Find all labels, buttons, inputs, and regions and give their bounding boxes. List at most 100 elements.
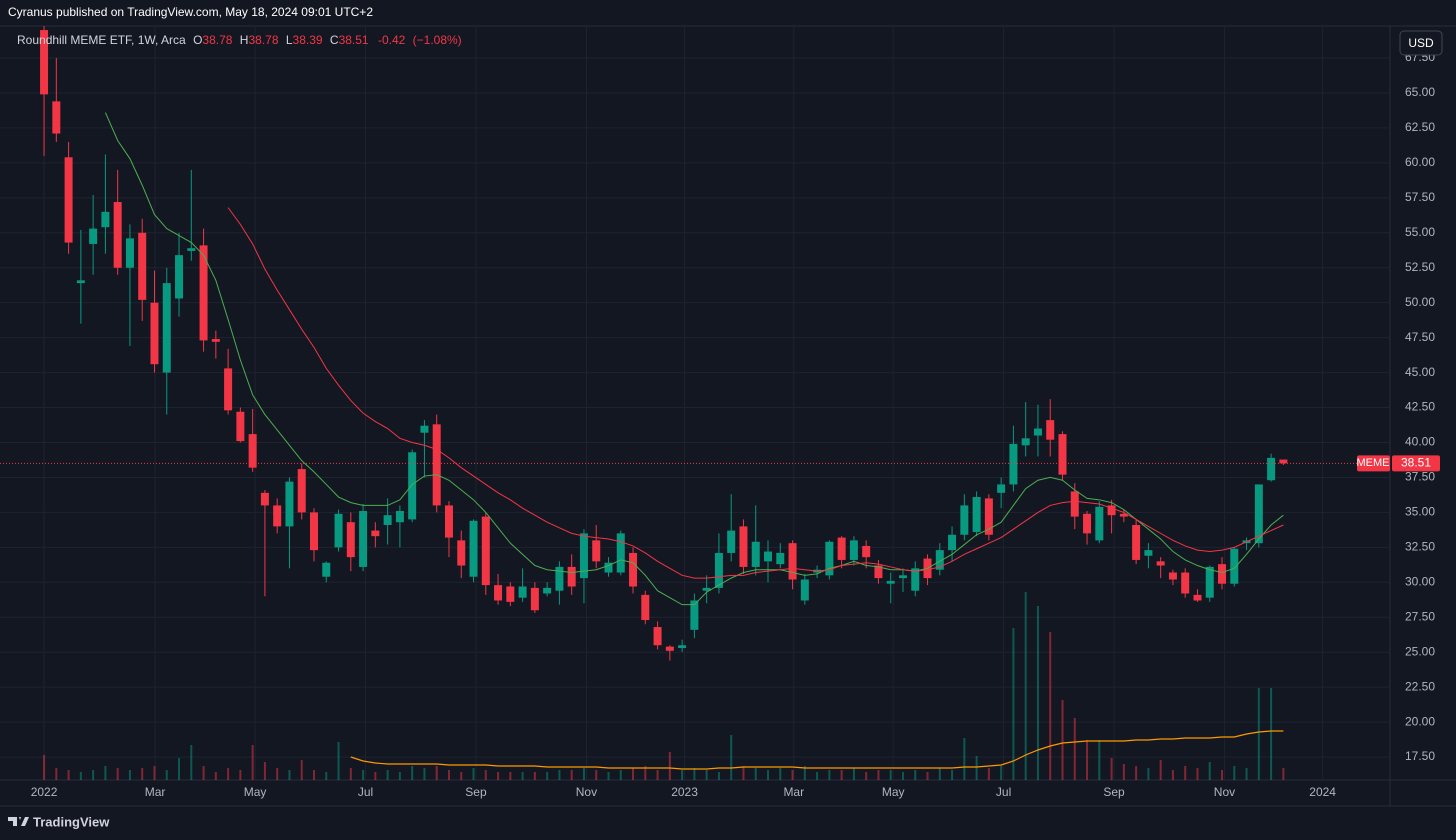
x-tick-label: Mar (783, 785, 804, 799)
volume-bar (55, 768, 58, 780)
volume-bar (153, 766, 156, 780)
candle-body (248, 434, 257, 468)
legend-letter: C (330, 33, 339, 47)
candle-body (665, 646, 674, 651)
candle-body (346, 522, 355, 558)
currency-button-label[interactable]: USD (1408, 36, 1434, 50)
volume-bar (386, 770, 389, 780)
candle-body (273, 505, 282, 527)
y-tick-label: 25.00 (1405, 644, 1435, 658)
candle-body (849, 540, 858, 560)
candle-body (1009, 443, 1018, 485)
volume-bar (987, 768, 990, 780)
volume-bar (681, 770, 684, 780)
candle-body (469, 520, 478, 577)
header: Cyranus published on TradingView.com, Ma… (8, 5, 373, 19)
candle-body (616, 533, 625, 573)
volume-bar (1171, 770, 1174, 780)
volume-bar (325, 772, 328, 780)
candle-body (886, 580, 895, 584)
volume-bar (754, 768, 757, 780)
volume-bar (828, 770, 831, 780)
candle-body (629, 552, 638, 587)
x-tick-label: 2024 (1309, 785, 1336, 799)
price-tag (1392, 455, 1440, 472)
currency-button[interactable]: USD (1399, 30, 1443, 56)
candle-body (162, 283, 171, 373)
legend-change-pct: (−1.08%) (413, 33, 462, 47)
volume-bar (1184, 766, 1187, 780)
legend-high: 38.78 (248, 33, 278, 47)
candle-body (64, 157, 73, 243)
footer-brand: TradingView (33, 814, 110, 829)
candle-body (211, 339, 220, 342)
volume-bar (668, 752, 671, 780)
candle-body (837, 537, 846, 560)
volume-bar (190, 745, 193, 780)
candle-body (898, 575, 907, 579)
volume-bar (128, 770, 131, 780)
volume-bar (1282, 768, 1285, 780)
y-tick-label: 37.50 (1405, 470, 1435, 484)
candle-body (653, 627, 662, 646)
legend-close: 38.51 (339, 33, 369, 47)
volume-bar (877, 770, 880, 780)
symbol-tag-label: MEME (1357, 457, 1390, 469)
volume-bar (767, 770, 770, 780)
candle-body (984, 498, 993, 535)
volume-bar (1012, 628, 1015, 780)
volume-bar (398, 772, 401, 780)
volume-bar (803, 766, 806, 780)
y-tick-label: 30.00 (1405, 574, 1435, 588)
volume-bar (202, 766, 205, 780)
tradingview-logo: TradingView (8, 814, 110, 829)
volume-bar (963, 738, 966, 780)
candle-body (960, 505, 969, 535)
legend-name: Roundhill MEME ETF, 1W, Arca (17, 33, 186, 47)
x-tick-label: Jul (358, 785, 373, 799)
candle-body (1181, 572, 1190, 594)
x-tick-label: Jul (996, 785, 1011, 799)
candle-body (432, 424, 441, 506)
volume-bar (693, 768, 696, 780)
candle-body (739, 526, 748, 567)
volume-bar (79, 772, 82, 780)
volume-bar (1135, 766, 1138, 780)
candle-body (395, 511, 404, 523)
y-tick-label: 55.00 (1405, 225, 1435, 239)
volume-bar (300, 760, 303, 780)
candle-body (322, 562, 331, 577)
volume-bar (1257, 688, 1260, 780)
candle-body (52, 101, 61, 134)
candle-body (1254, 484, 1263, 544)
candle-body (714, 552, 723, 588)
candle-body (40, 30, 49, 95)
volume-bar (852, 768, 855, 780)
candle-body (371, 530, 380, 537)
legend-letter: L (286, 33, 293, 47)
volume-bar (914, 770, 917, 780)
x-tick-label: Sep (1103, 785, 1125, 799)
candle-body (1046, 420, 1055, 440)
candle-body (543, 587, 552, 594)
candle-body (800, 579, 809, 601)
y-tick-label: 47.50 (1405, 330, 1435, 344)
volume-bar (570, 770, 573, 780)
volume-bar (509, 772, 512, 780)
volume-bar (730, 735, 733, 780)
volume-bar (1110, 758, 1113, 780)
volume-bar (742, 766, 745, 780)
volume-bar (865, 772, 868, 780)
volume-bar (484, 770, 487, 780)
candle-body (776, 552, 785, 565)
price-tag-label: 38.51 (1401, 456, 1431, 470)
candle-body (911, 568, 920, 591)
currency-button-box[interactable] (1399, 30, 1443, 56)
y-tick-label: 40.00 (1405, 435, 1435, 449)
volume-bar (1086, 740, 1089, 780)
candle-body (101, 211, 110, 228)
candle-body (579, 533, 588, 579)
volume-bar (901, 772, 904, 780)
candle-body (1119, 513, 1128, 517)
